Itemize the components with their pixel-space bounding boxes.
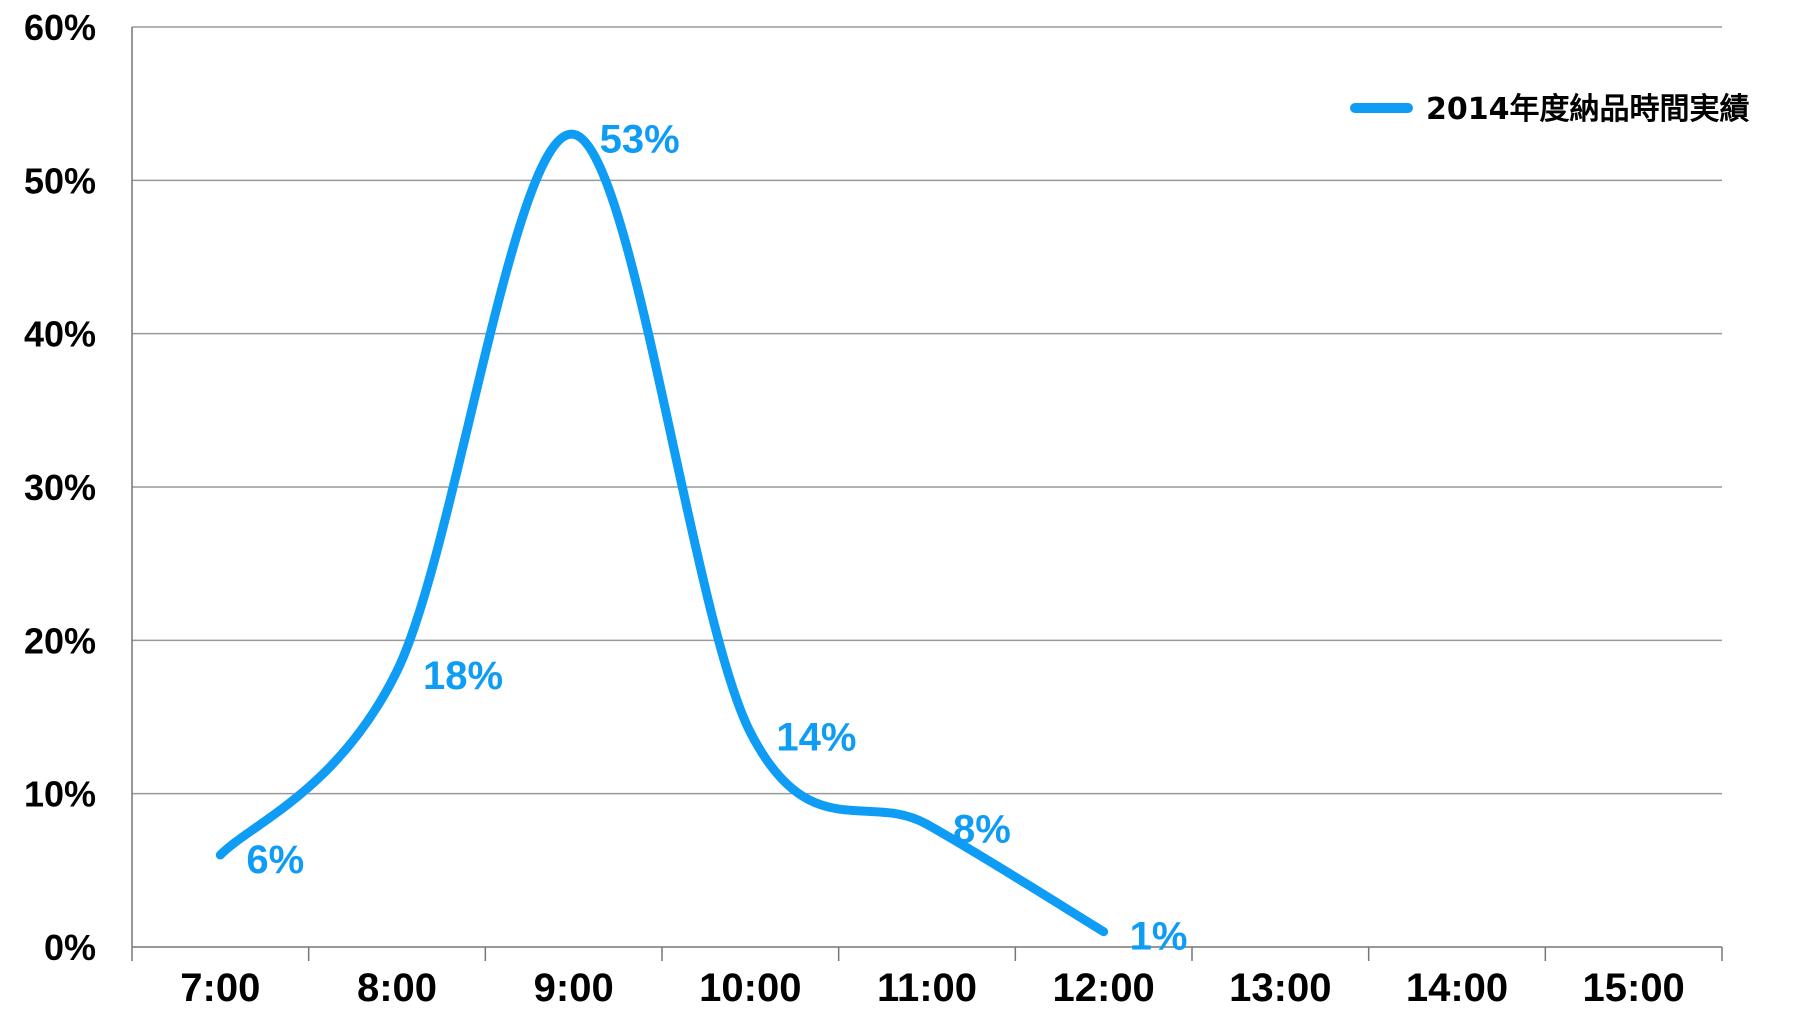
data-labels: 6% 18% 53% 14% 8% 1% [246,117,1187,958]
y-tick-label: 50% [24,160,96,201]
x-tick-label: 8:00 [357,966,437,1010]
x-tick-label: 15:00 [1583,966,1685,1010]
x-axis: 7:00 8:00 9:00 10:00 11:00 12:00 13:00 14:00 15:… [131,946,1723,1010]
y-axis: 0% 10% 20% 30% 40% 50% 60% [24,7,133,968]
data-label: 14% [776,715,856,759]
y-tick-label: 20% [24,620,96,661]
data-label: 1% [1130,915,1188,959]
x-tick-label: 11:00 [877,966,977,1010]
series-group [215,129,1109,937]
series-line [215,129,1109,937]
grid-lines [132,26,1722,795]
x-tick-label: 9:00 [534,966,614,1010]
y-tick-label: 60% [24,7,96,48]
data-label: 8% [953,807,1011,851]
x-tick-label: 13:00 [1229,966,1331,1010]
legend: 2014年度納品時間実績 [1350,92,1750,127]
x-tick-label: 14:00 [1406,966,1508,1010]
data-label: 6% [246,838,304,882]
x-tick-label: 12:00 [1053,966,1155,1010]
y-tick-label: 30% [24,467,96,508]
data-label: 18% [423,654,503,698]
legend-label: 2014年度納品時間実績 [1426,92,1750,127]
y-tick-label: 10% [24,774,96,815]
x-tick-label: 7:00 [180,966,260,1010]
data-label: 53% [600,117,680,161]
y-tick-label: 40% [24,314,96,355]
x-tick-label: 10:00 [699,966,801,1010]
y-tick-label: 0% [44,927,96,968]
